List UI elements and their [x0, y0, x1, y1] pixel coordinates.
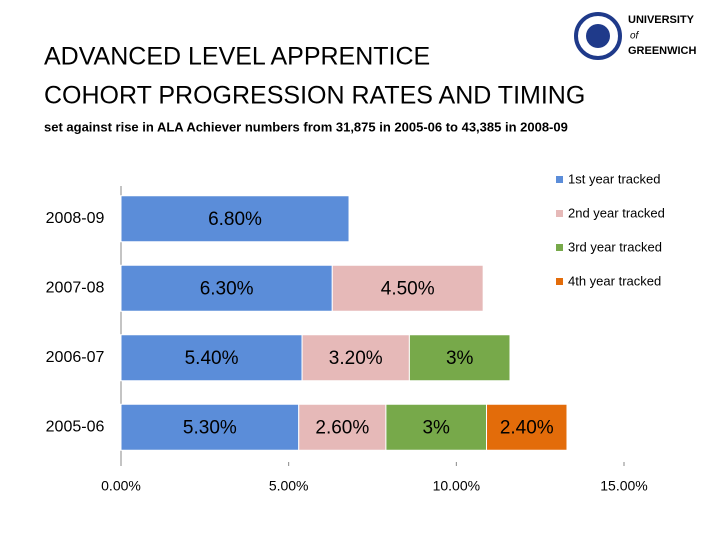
legend-swatch	[556, 244, 563, 251]
bar-segment	[486, 403, 568, 451]
bar-segment	[408, 334, 511, 382]
legend-swatch	[556, 278, 563, 285]
logo: UNIVERSITY of GREENWICH	[574, 12, 697, 60]
data-label: 3%	[446, 348, 474, 369]
category-label: 2008-09	[46, 210, 105, 227]
data-label: 6.80%	[208, 209, 262, 230]
x-tick-label: 15.00%	[600, 478, 647, 494]
data-label: 3.20%	[329, 348, 383, 369]
bar-segment	[120, 195, 350, 243]
bar-segment	[120, 334, 303, 382]
legend-swatch	[556, 210, 563, 217]
bar-segment	[298, 403, 387, 451]
legend-label: 4th year tracked	[568, 273, 661, 288]
logo-text: UNIVERSITY	[628, 14, 695, 26]
bar-segment	[385, 403, 488, 451]
title-line: COHORT PROGRESSION RATES AND TIMING	[44, 82, 585, 110]
logo-text: GREENWICH	[628, 45, 697, 57]
data-label: 2.40%	[500, 417, 554, 438]
bar-segment	[301, 334, 410, 382]
legend-swatch	[556, 176, 563, 183]
legend-label: 1st year tracked	[568, 171, 661, 186]
category-label: 2006-07	[46, 349, 105, 366]
data-label: 5.40%	[185, 348, 239, 369]
bar-segment	[120, 403, 300, 451]
x-tick-label: 5.00%	[269, 478, 309, 494]
data-label: 6.30%	[200, 278, 254, 299]
legend-label: 3rd year tracked	[568, 239, 662, 254]
category-label: 2005-06	[46, 418, 105, 435]
logo-emblem	[586, 24, 610, 48]
bar-segment	[120, 264, 333, 312]
bar-segment	[331, 264, 484, 312]
x-tick-label: 10.00%	[433, 478, 480, 494]
data-label: 5.30%	[183, 417, 237, 438]
subtitle: set against rise in ALA Achiever numbers…	[44, 119, 568, 134]
category-label: 2007-08	[46, 279, 105, 296]
data-label: 4.50%	[381, 278, 435, 299]
x-tick-label: 0.00%	[101, 478, 141, 494]
legend-label: 2nd year tracked	[568, 205, 665, 220]
data-label: 2.60%	[315, 417, 369, 438]
logo-emblem	[574, 12, 622, 60]
title-line: ADVANCED LEVEL APPRENTICE	[44, 43, 430, 71]
logo-text: of	[630, 31, 640, 42]
data-label: 3%	[422, 417, 450, 438]
